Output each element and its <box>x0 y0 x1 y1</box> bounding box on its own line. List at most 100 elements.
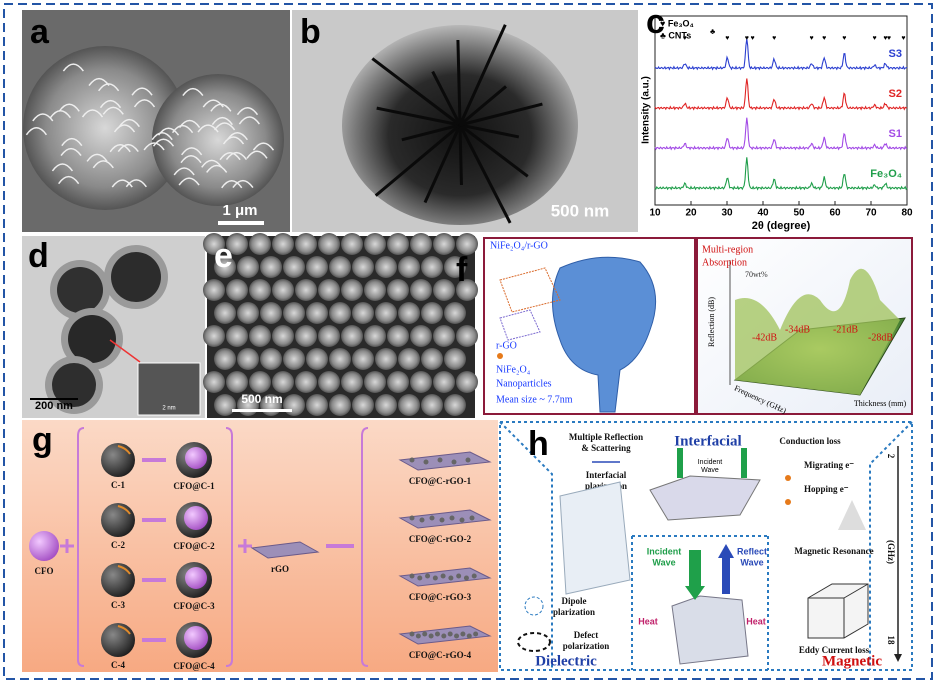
scale-bar <box>30 398 78 400</box>
text: Magnetic Resonance <box>794 546 873 556</box>
scale-bar-label: 500 nm <box>551 201 610 220</box>
subpanel-title: Multi-region <box>702 244 753 255</box>
text: Heat <box>746 616 766 626</box>
microsphere <box>214 256 236 278</box>
cfo-core <box>184 506 208 530</box>
microsphere <box>203 279 225 301</box>
panel-label: c <box>646 3 665 41</box>
microsphere <box>283 302 305 324</box>
carbon-shell <box>101 623 135 657</box>
microsphere <box>410 233 432 255</box>
particle <box>465 457 471 463</box>
peak-marker: ♥ <box>683 35 687 42</box>
microsphere <box>341 325 363 347</box>
microsphere <box>341 233 363 255</box>
particle <box>447 631 453 637</box>
plus-sign <box>238 539 252 553</box>
text: Reflect <box>737 546 767 556</box>
petal <box>81 109 104 118</box>
microsphere <box>329 394 351 416</box>
bracket <box>225 427 233 667</box>
petal <box>182 87 204 97</box>
opening <box>117 625 131 635</box>
heading: Magnetic <box>822 653 882 669</box>
xrd-pattern <box>654 38 908 71</box>
peak-marker: ♥ <box>887 35 891 42</box>
petal <box>32 113 54 122</box>
particle <box>473 631 479 637</box>
peak-marker: ♥ <box>750 35 754 42</box>
petal <box>180 155 202 164</box>
petal <box>181 147 203 156</box>
xrd-pattern <box>654 78 908 111</box>
spin-cone <box>838 500 866 530</box>
x-tick-label: 10 <box>649 208 661 219</box>
heading: Dielectric <box>535 653 597 669</box>
petal <box>252 142 275 151</box>
spike <box>458 24 507 126</box>
petal <box>58 103 80 112</box>
particle <box>419 517 425 523</box>
panel-label: h <box>528 425 549 463</box>
microsphere <box>364 233 386 255</box>
plus-sign <box>60 539 74 553</box>
microsphere <box>295 233 317 255</box>
spike <box>458 124 463 186</box>
microsphere <box>318 325 340 347</box>
scale-bar <box>232 409 292 412</box>
panel-label: d <box>28 237 49 275</box>
petal <box>171 124 194 134</box>
x-tick-label: 30 <box>721 208 733 219</box>
carbon-shell <box>101 443 135 477</box>
cube <box>807 583 869 639</box>
microsphere <box>410 325 432 347</box>
peak-marker: ♥ <box>873 35 877 42</box>
core <box>57 267 103 313</box>
series-label: S3 <box>889 48 902 60</box>
petal <box>117 143 139 153</box>
particle <box>456 573 462 579</box>
panel-c: c 2θ (degree) Intensity (a.u.) 10 20 30 40 5… <box>640 3 914 232</box>
microsphere <box>283 348 305 370</box>
particle <box>428 633 434 639</box>
peak-label: -28dB <box>868 332 893 343</box>
peak-marker: ♥ <box>772 35 776 42</box>
microsphere <box>329 348 351 370</box>
particle <box>471 573 477 579</box>
particle <box>454 633 460 639</box>
hrtem-inset <box>137 362 201 416</box>
scale-bar-label: 1 μm <box>222 202 257 219</box>
panel-a: a 1 μm <box>22 10 290 232</box>
microsphere <box>398 348 420 370</box>
cfo-core <box>185 447 207 469</box>
y-axis-label: Intensity (a.u.) <box>641 76 652 144</box>
peak-marker: ♥ <box>842 35 846 42</box>
text: Defect <box>574 630 598 640</box>
petal <box>131 87 153 96</box>
particle <box>463 575 469 581</box>
peak-marker: ♥ <box>745 35 749 42</box>
spike <box>458 124 512 224</box>
petal <box>62 63 84 72</box>
flower-particle <box>23 46 187 210</box>
particle <box>441 633 447 639</box>
dipole-icon <box>524 596 544 616</box>
arrow-head <box>894 654 902 662</box>
spike <box>459 85 507 127</box>
microsphere <box>237 256 259 278</box>
cfo-sphere <box>29 531 59 561</box>
inset-pointer <box>109 339 141 363</box>
text: Migrating e⁻ <box>804 460 854 470</box>
microsphere <box>387 279 409 301</box>
x-tick-label: 20 <box>685 208 697 219</box>
microsphere <box>214 348 236 370</box>
microsphere <box>352 302 374 324</box>
microsphere <box>306 348 328 370</box>
peak-marker: ♥ <box>810 35 814 42</box>
particle <box>429 515 435 521</box>
peak-marker: ♣ <box>710 27 716 36</box>
product-label: CFO@C-rGO-1 <box>409 476 472 486</box>
microsphere <box>226 325 248 347</box>
electron <box>785 499 791 505</box>
